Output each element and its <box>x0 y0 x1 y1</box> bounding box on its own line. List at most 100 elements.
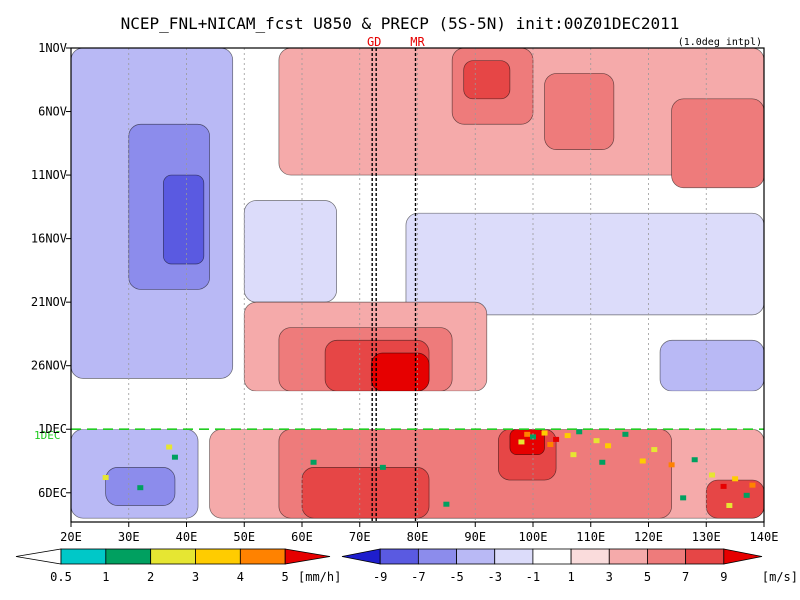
wind-region <box>659 339 764 392</box>
precip-cell <box>709 472 716 478</box>
precip-colorbar-label: 4 <box>237 570 244 584</box>
precip-cell <box>732 476 739 482</box>
precip-cell <box>622 431 629 437</box>
wind-colorbar-label: 1 <box>567 570 574 584</box>
wind-region <box>544 73 615 151</box>
x-tick-label: 20E <box>60 530 82 544</box>
wind-colorbar-swatch <box>341 548 381 565</box>
precip-cell <box>680 495 687 501</box>
wind-colorbar: -9 -7 -5 -3 -1 1 3 5 7 9 [m/s] <box>341 548 798 584</box>
precip-cell <box>171 454 178 460</box>
x-tick-label: 30E <box>118 530 140 544</box>
x-tick-label: 50E <box>233 530 255 544</box>
precip-cell <box>443 501 450 507</box>
y-tick-label: 16NOV <box>31 232 67 246</box>
x-axis: 20E 30E 40E 50E 60E 70E 80E 90E 100E 110E 120E 130E… <box>60 522 778 544</box>
precip-cell <box>576 429 583 435</box>
precip-colorbar-label: 5 <box>282 570 289 584</box>
x-tick-label: 140E <box>750 530 779 544</box>
wind-colorbar-swatch <box>417 548 457 565</box>
precip-cell <box>166 444 173 450</box>
wind-region <box>405 212 764 316</box>
precip-colorbar-swatch <box>150 548 196 565</box>
wind-colorbar-label: -9 <box>373 570 387 584</box>
wind-colorbar-swatch <box>647 548 687 565</box>
precip-cell <box>726 502 733 508</box>
chart-subtitle: (1.0deg intpl) <box>678 37 762 48</box>
precip-cell <box>749 482 756 488</box>
wind-colorbar-swatch <box>685 548 725 565</box>
precip-colorbar-swatch <box>60 548 107 565</box>
wind-colorbar-label: -5 <box>449 570 463 584</box>
init-line-label: 1DEC <box>34 429 61 442</box>
wind-region <box>370 352 430 392</box>
precip-colorbar-swatch <box>284 548 331 565</box>
precip-colorbar-label: 1 <box>102 570 109 584</box>
precip-cell <box>605 443 612 449</box>
wind-colorbar-swatch <box>379 548 419 565</box>
precip-cell <box>570 452 577 458</box>
y-tick-label: 1NOV <box>38 41 67 55</box>
precip-colorbar-tail <box>15 548 62 565</box>
precip-colorbar: 0.5 1 2 3 4 5 [mm/h] <box>15 548 341 584</box>
y-axis: 1NOV 6NOV 11NOV 16NOV 21NOV 26NOV 1DEC 6DEC <box>31 41 71 500</box>
precip-cell <box>599 459 606 465</box>
wind-colorbar-label: 7 <box>682 570 689 584</box>
precip-cell <box>310 459 317 465</box>
precip-cell <box>530 434 536 440</box>
precip-cell <box>639 458 646 464</box>
wind-colorbar-swatch <box>570 548 610 565</box>
precip-cell <box>743 492 750 498</box>
wind-colorbar-label: 3 <box>606 570 613 584</box>
wind-region <box>301 467 430 519</box>
wind-colorbar-swatch <box>723 548 763 565</box>
x-tick-label: 80E <box>407 530 429 544</box>
y-tick-label: 21NOV <box>31 295 67 309</box>
precip-colorbar-label: 3 <box>192 570 199 584</box>
precip-cell <box>547 441 554 447</box>
wind-colorbar-swatch <box>456 548 496 565</box>
marker-label: GD <box>367 35 381 49</box>
x-tick-label: 100E <box>519 530 548 544</box>
wind-colorbar-label: -1 <box>526 570 540 584</box>
y-tick-label: 11NOV <box>31 168 67 182</box>
y-tick-label: 26NOV <box>31 359 67 373</box>
wind-region <box>243 200 338 303</box>
y-tick-label: 6DEC <box>38 486 67 500</box>
x-tick-label: 70E <box>349 530 371 544</box>
precip-cell <box>651 447 658 453</box>
precip-cell <box>518 439 525 445</box>
x-tick-label: 40E <box>176 530 198 544</box>
x-tick-label: 110E <box>576 530 605 544</box>
wind-colorbar-label: -7 <box>411 570 425 584</box>
precip-cell <box>541 430 548 436</box>
precip-cell <box>593 438 600 444</box>
y-tick-label: 6NOV <box>38 105 67 119</box>
precip-cell <box>524 431 531 437</box>
wind-region <box>463 60 511 100</box>
chart-title: NCEP_FNL+NICAM_fcst U850 & PRECP (5S-5N)… <box>121 14 680 33</box>
precip-colorbar-label: 0.5 <box>50 570 72 584</box>
precip-cell <box>564 433 571 439</box>
precip-cell <box>691 457 698 463</box>
precip-colorbar-swatch <box>239 548 286 565</box>
precip-cell <box>553 436 560 442</box>
x-tick-label: 120E <box>634 530 663 544</box>
x-tick-label: 60E <box>291 530 313 544</box>
wind-colorbar-swatch <box>608 548 648 565</box>
precip-colorbar-unit: [mm/h] <box>298 570 341 584</box>
precip-cell <box>379 464 386 470</box>
wind-colorbar-swatch <box>494 548 534 565</box>
wind-colorbar-label: 9 <box>720 570 727 584</box>
wind-colorbar-unit: [m/s] <box>762 570 798 584</box>
x-tick-label: 130E <box>692 530 721 544</box>
data-gap <box>71 391 764 430</box>
precip-colorbar-swatch <box>195 548 241 565</box>
marker-label: MR <box>410 35 425 49</box>
plot-overlay: GD MR 1DEC <box>34 35 764 522</box>
precip-colorbar-swatch <box>105 548 152 565</box>
wind-region <box>671 98 764 189</box>
x-tick-label: 90E <box>464 530 486 544</box>
precip-cell <box>720 483 727 489</box>
